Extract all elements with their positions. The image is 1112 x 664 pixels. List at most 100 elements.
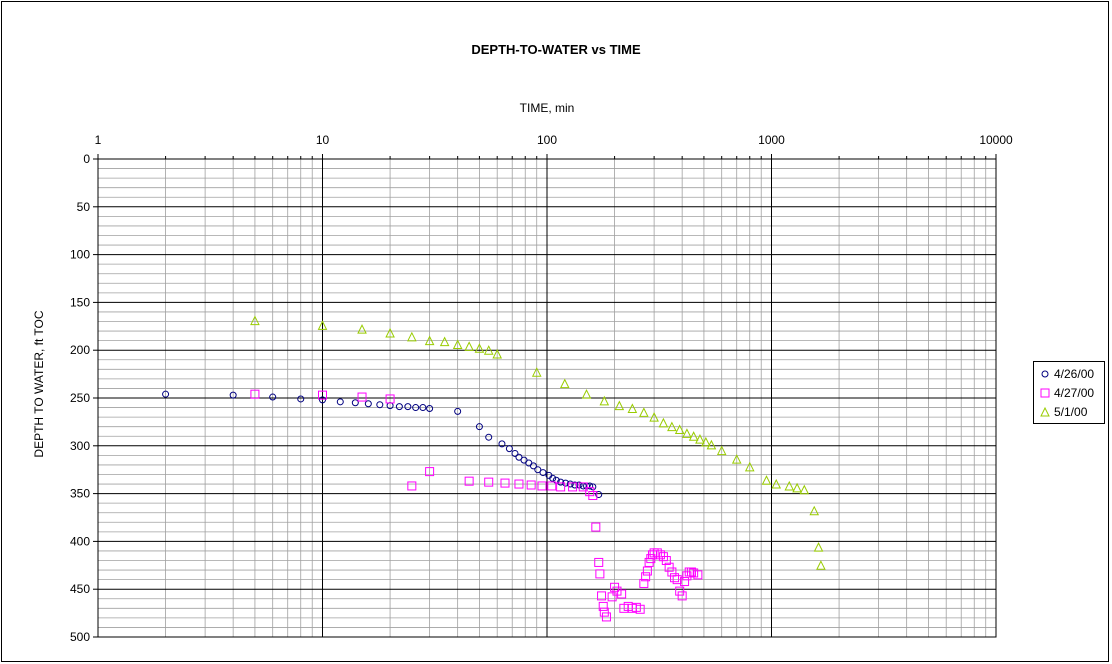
y-tick-label: 50 <box>77 200 91 214</box>
data-point-triangle <box>531 367 542 377</box>
data-point-triangle <box>385 327 395 338</box>
data-point-square <box>597 591 607 601</box>
data-point-square <box>556 482 566 492</box>
series-2 <box>250 389 703 622</box>
data-point-triangle <box>674 424 685 435</box>
data-point-triangle <box>784 480 795 491</box>
data-point-square <box>664 562 674 572</box>
data-point-circle <box>454 407 462 415</box>
data-point-square <box>661 556 671 566</box>
data-point-triangle <box>614 400 625 411</box>
data-point-square <box>667 567 677 577</box>
legend-label-series-1: 4/26/00 <box>1054 367 1095 381</box>
data-point-triangle <box>317 320 328 330</box>
square-marker-icon <box>1040 388 1050 398</box>
legend-item-series-1: 4/26/00 <box>1039 366 1094 382</box>
data-point-square <box>598 601 608 611</box>
data-point-triangle <box>658 417 669 428</box>
data-point-square <box>425 467 435 477</box>
data-point-triangle <box>792 482 802 493</box>
data-point-square <box>599 607 609 617</box>
axes <box>93 154 997 638</box>
y-tick-label: 100 <box>70 248 90 262</box>
y-tick-label: 450 <box>70 582 90 596</box>
data-point-triangle <box>464 341 474 351</box>
data-point-circle <box>549 474 557 482</box>
data-point-square <box>385 394 395 404</box>
data-point-circle <box>498 440 506 448</box>
data-point-square <box>635 604 645 614</box>
data-point-square <box>595 569 605 579</box>
x-tick-label: 1 <box>95 133 102 147</box>
data-point-square <box>612 586 622 596</box>
data-point-circle <box>297 395 305 403</box>
data-point-square <box>601 612 611 622</box>
data-point-triangle <box>706 439 717 450</box>
data-point-square <box>318 390 327 400</box>
data-point-square <box>670 573 680 583</box>
data-point-square <box>588 491 598 501</box>
data-point-circle <box>269 393 277 401</box>
data-point-circle <box>229 391 237 399</box>
data-point-circle <box>419 404 427 412</box>
data-point-square <box>484 477 494 487</box>
data-point-square <box>591 522 601 532</box>
data-point-triangle <box>667 421 677 432</box>
data-point-circle <box>571 481 579 489</box>
tick-labels: 0 50 100 150 200 250 300 350 400 450 500 1 10 100 1000… <box>70 133 1013 644</box>
data-point-circle <box>376 401 384 409</box>
data-point-square <box>250 389 260 399</box>
data-point-triangle <box>731 454 742 464</box>
data-point-circle <box>515 453 523 461</box>
data-point-triangle <box>407 331 417 342</box>
data-point-triangle <box>492 348 503 359</box>
data-point-square <box>568 482 578 492</box>
data-point-square <box>500 478 510 488</box>
data-point-circle <box>595 491 603 499</box>
data-point-triangle <box>474 343 485 353</box>
data-point-circle <box>485 433 493 441</box>
data-point-triangle <box>581 389 592 399</box>
y-tick-label: 500 <box>70 630 90 644</box>
triangle-marker-icon <box>1040 406 1050 417</box>
data-point-circle <box>336 398 344 406</box>
data-point-triangle <box>813 542 824 552</box>
y-tick-label: 200 <box>70 343 90 357</box>
data-point-square <box>514 479 524 489</box>
data-point-square <box>639 578 649 588</box>
data-point-triangle <box>627 403 638 414</box>
data-point-triangle <box>771 478 782 489</box>
data-point-square <box>693 570 703 580</box>
y-tick-label: 300 <box>70 439 90 453</box>
data-point-square <box>641 572 651 582</box>
x-tick-label: 10000 <box>979 133 1013 147</box>
legend-label-series-3: 5/1/00 <box>1054 405 1088 419</box>
data-point-circle <box>404 403 412 411</box>
x-tick-label: 100 <box>537 133 557 147</box>
data-point-circle <box>351 399 359 407</box>
data-point-circle <box>475 423 483 431</box>
data-point-square <box>642 566 652 576</box>
data-point-triangle <box>682 428 692 438</box>
legend-item-series-2: 4/27/00 <box>1039 385 1094 401</box>
data-point-square <box>537 481 547 491</box>
data-point-triangle <box>483 345 494 355</box>
data-point-square <box>655 550 665 560</box>
data-point-triangle <box>649 412 659 422</box>
data-point-circle <box>395 403 403 411</box>
data-point-circle <box>511 449 519 457</box>
data-point-circle <box>364 400 372 408</box>
data-marks <box>162 315 826 622</box>
data-point-circle <box>162 390 170 398</box>
data-point-square <box>578 482 588 492</box>
chart-title: DEPTH-TO-WATER vs TIME <box>471 42 641 57</box>
data-point-triangle <box>816 560 826 570</box>
series-3 <box>250 315 826 570</box>
data-point-square <box>547 481 557 491</box>
x-tick-label: 1000 <box>758 133 785 147</box>
series-1 <box>162 390 603 499</box>
data-point-square <box>607 592 617 602</box>
data-point-square <box>617 589 627 599</box>
data-point-triangle <box>452 339 463 349</box>
